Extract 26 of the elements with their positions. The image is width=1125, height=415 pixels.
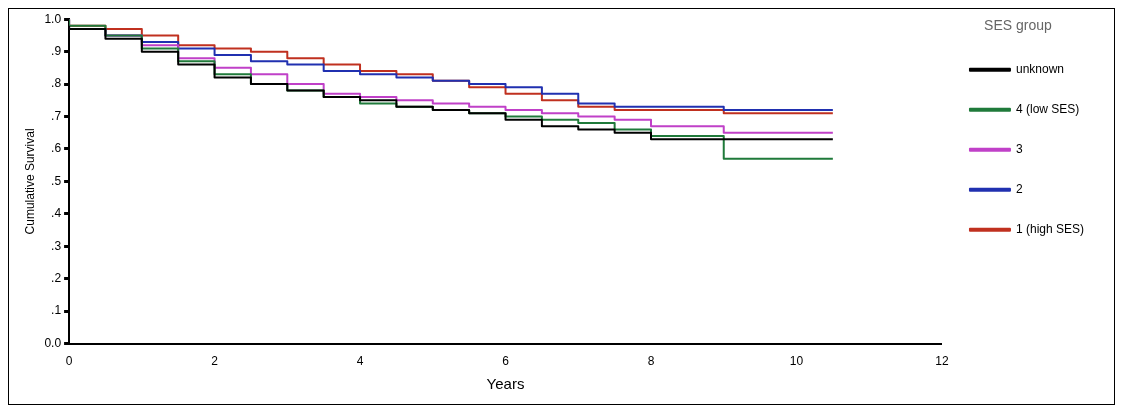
y-tick-label: .6 (51, 141, 62, 156)
y-tick-label: .5 (51, 173, 62, 188)
x-tick-label: 6 (502, 354, 510, 369)
y-tick-label: .8 (51, 76, 62, 91)
y-tick-label: .2 (51, 271, 62, 286)
y-tick-label: .4 (51, 206, 62, 221)
y-tick-label: .9 (51, 43, 62, 58)
x-tick-label: 0 (65, 354, 73, 369)
x-tick-label: 10 (789, 354, 804, 369)
legend-label: 2 (1015, 182, 1023, 197)
y-axis-title: Cumulative Survival (22, 128, 37, 235)
legend-label: 1 (high SES) (1015, 222, 1085, 237)
x-axis-title: Years (486, 375, 525, 393)
legend-title: SES group (984, 16, 1053, 33)
x-tick-label: 8 (647, 354, 655, 369)
x-tick-label: 4 (356, 354, 364, 369)
y-tick-label: 1.0 (44, 11, 62, 26)
legend-label: 3 (1015, 142, 1023, 157)
y-tick-label: .7 (51, 108, 62, 123)
y-tick-label: 0.0 (44, 335, 62, 350)
legend-label: 4 (low SES) (1015, 102, 1080, 117)
x-tick-label: 12 (935, 354, 949, 369)
legend-label: unknown (1015, 62, 1065, 77)
y-tick-label: .1 (51, 303, 62, 318)
x-tick-label: 2 (211, 354, 219, 369)
y-tick-label: .3 (51, 238, 62, 253)
